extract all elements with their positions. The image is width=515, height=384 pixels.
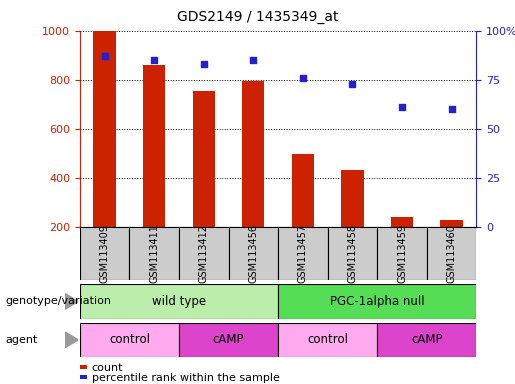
- Bar: [179, 227, 229, 280]
- Polygon shape: [65, 332, 78, 348]
- Bar: [278, 323, 377, 357]
- Text: percentile rank within the sample: percentile rank within the sample: [92, 373, 280, 383]
- Text: GSM113460: GSM113460: [447, 224, 457, 283]
- Text: agent: agent: [5, 335, 38, 345]
- Bar: [377, 227, 427, 280]
- Bar: [80, 284, 278, 319]
- Bar: [278, 227, 328, 280]
- Bar: [143, 65, 165, 227]
- Bar: [377, 323, 476, 357]
- Point: [348, 81, 356, 87]
- Bar: [193, 91, 215, 227]
- Text: cAMP: cAMP: [411, 333, 442, 346]
- Text: count: count: [92, 363, 123, 373]
- Point: [398, 104, 406, 110]
- Bar: [278, 284, 476, 319]
- Point: [448, 106, 456, 112]
- Text: control: control: [307, 333, 348, 346]
- Point: [150, 57, 158, 63]
- Text: GSM113459: GSM113459: [397, 224, 407, 283]
- Bar: [93, 31, 116, 227]
- Bar: [242, 81, 265, 227]
- Bar: [80, 227, 129, 280]
- Polygon shape: [65, 294, 78, 309]
- Bar: [328, 227, 377, 280]
- Text: GSM113411: GSM113411: [149, 224, 159, 283]
- Text: GSM113458: GSM113458: [348, 224, 357, 283]
- Point: [299, 74, 307, 81]
- Bar: [129, 227, 179, 280]
- Bar: [229, 227, 278, 280]
- Text: GSM113409: GSM113409: [99, 224, 110, 283]
- Bar: [80, 323, 179, 357]
- Bar: [440, 220, 463, 227]
- Point: [200, 61, 208, 67]
- Text: GSM113457: GSM113457: [298, 224, 308, 283]
- Bar: [391, 217, 413, 227]
- Point: [100, 53, 109, 59]
- Text: GDS2149 / 1435349_at: GDS2149 / 1435349_at: [177, 10, 338, 23]
- Bar: [291, 154, 314, 227]
- Text: control: control: [109, 333, 150, 346]
- Bar: [179, 323, 278, 357]
- Bar: [427, 227, 476, 280]
- Text: wild type: wild type: [152, 295, 206, 308]
- Point: [249, 57, 258, 63]
- Text: genotype/variation: genotype/variation: [5, 296, 111, 306]
- Text: cAMP: cAMP: [213, 333, 244, 346]
- Bar: [341, 170, 364, 227]
- Text: GSM113412: GSM113412: [199, 224, 209, 283]
- Text: PGC-1alpha null: PGC-1alpha null: [330, 295, 424, 308]
- Text: GSM113456: GSM113456: [248, 224, 259, 283]
